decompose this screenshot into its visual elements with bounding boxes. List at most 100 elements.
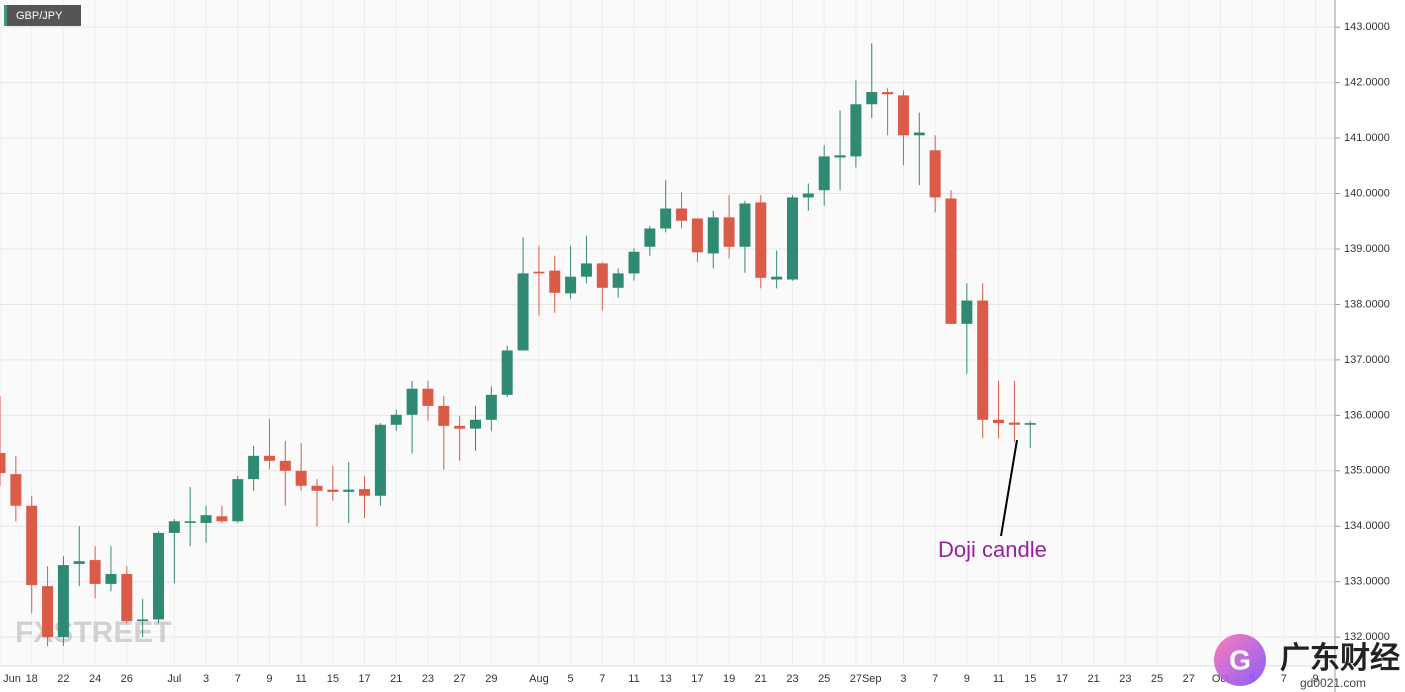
y-tick-label: 132.0000 [1344, 631, 1390, 643]
x-tick-label: 17 [691, 673, 703, 685]
candle-body [580, 263, 592, 277]
candle-body [993, 419, 1005, 424]
candle-body [913, 132, 925, 136]
candle-body [438, 405, 450, 426]
candle-body [882, 92, 894, 95]
candle-body [248, 455, 260, 480]
watermark: 广东财经 [1280, 641, 1400, 675]
candle-body [866, 92, 878, 105]
candle-body [0, 453, 6, 474]
x-tick-label: 3 [203, 673, 209, 685]
candle-body [818, 156, 830, 191]
x-tick-label: 27 [850, 673, 862, 685]
candle-body [73, 561, 85, 564]
x-tick-label: 22 [57, 673, 69, 685]
candle-body [374, 424, 386, 496]
x-tick-label: 23 [786, 673, 798, 685]
x-tick-label: 21 [1088, 673, 1100, 685]
x-tick-label: 25 [818, 673, 830, 685]
x-tick-label: 17 [1056, 673, 1068, 685]
candle-body [184, 521, 196, 523]
x-tick-label: Jul [167, 673, 181, 685]
candle-body [517, 273, 529, 351]
annotation: Doji candle [938, 537, 1047, 562]
x-tick-label: 24 [89, 673, 101, 685]
x-tick-label: 19 [723, 673, 735, 685]
x-tick-label: 21 [390, 673, 402, 685]
candle-body [406, 388, 418, 415]
x-tick-label: 15 [327, 673, 339, 685]
candle-body [57, 565, 69, 638]
candle-body [470, 419, 481, 429]
candle-body [89, 560, 101, 584]
x-tick-label: 18 [26, 673, 38, 685]
candle-body [977, 300, 989, 420]
y-tick-label: 133.0000 [1344, 576, 1390, 588]
candle-body [216, 516, 228, 522]
candle-body [676, 208, 688, 221]
x-tick-label: 21 [755, 673, 767, 685]
x-tick-label: 7 [932, 673, 938, 685]
candle-body [565, 276, 577, 294]
candle-body [42, 586, 54, 638]
candle-body [549, 270, 561, 293]
y-tick-label: 140.0000 [1344, 187, 1390, 199]
x-tick-label: 15 [1024, 673, 1036, 685]
title-box [4, 5, 81, 26]
candle-body [168, 521, 180, 533]
x-tick-label: 3 [900, 673, 906, 685]
candle-body [311, 485, 323, 491]
candle-body [771, 276, 783, 280]
candle-body [454, 425, 466, 429]
x-tick-label: 25 [1151, 673, 1163, 685]
y-tick-label: 139.0000 [1344, 243, 1390, 255]
chart-title: GBP/JPY [16, 10, 63, 22]
x-tick-label: Sep [862, 673, 882, 685]
watermark: gd0021.com [1300, 676, 1366, 690]
candle-body [834, 155, 846, 158]
candle-body [1008, 422, 1020, 425]
grid [0, 0, 1335, 666]
y-tick-label: 138.0000 [1344, 298, 1390, 310]
candles [0, 43, 1036, 647]
x-tick-label: 27 [454, 673, 466, 685]
candle-body [596, 263, 608, 288]
x-tick-label: 26 [121, 673, 133, 685]
candle-body [137, 619, 149, 622]
logo [1214, 634, 1266, 686]
y-tick-label: 137.0000 [1344, 354, 1390, 366]
candle-body [327, 489, 339, 492]
watermark: FXSTREET [15, 616, 172, 649]
x-tick-label: 9 [1312, 673, 1318, 685]
annotation-line [1000, 439, 1018, 537]
y-tick-label: 134.0000 [1344, 520, 1390, 532]
x-tick-label: 7 [1281, 673, 1287, 685]
x-tick-label: 9 [266, 673, 272, 685]
candle-body [422, 388, 434, 406]
candle-body [850, 104, 862, 157]
candle-body [691, 218, 703, 253]
candle-body [739, 203, 751, 247]
x-tick-label: Aug [529, 673, 549, 685]
candle-body [961, 300, 973, 324]
candle-body [279, 460, 291, 471]
candle-body [105, 573, 117, 584]
candle-body [263, 455, 275, 461]
candle-body [945, 198, 957, 324]
candle-body [153, 532, 164, 620]
candle-body [660, 208, 672, 229]
x-tick-label: Jun [3, 673, 21, 685]
candle-body [802, 193, 814, 198]
x-tick-label: 11 [993, 673, 1004, 685]
x-tick-label: 9 [964, 673, 970, 685]
x-tick-label: 11 [295, 673, 306, 685]
x-tick-label: 11 [628, 673, 639, 685]
x-tick-label: 23 [422, 673, 434, 685]
x-tick-label: 7 [599, 673, 605, 685]
x-tick-label: 17 [358, 673, 370, 685]
candle-body [533, 271, 545, 274]
candle-body [612, 273, 624, 288]
candle-body [359, 489, 371, 496]
